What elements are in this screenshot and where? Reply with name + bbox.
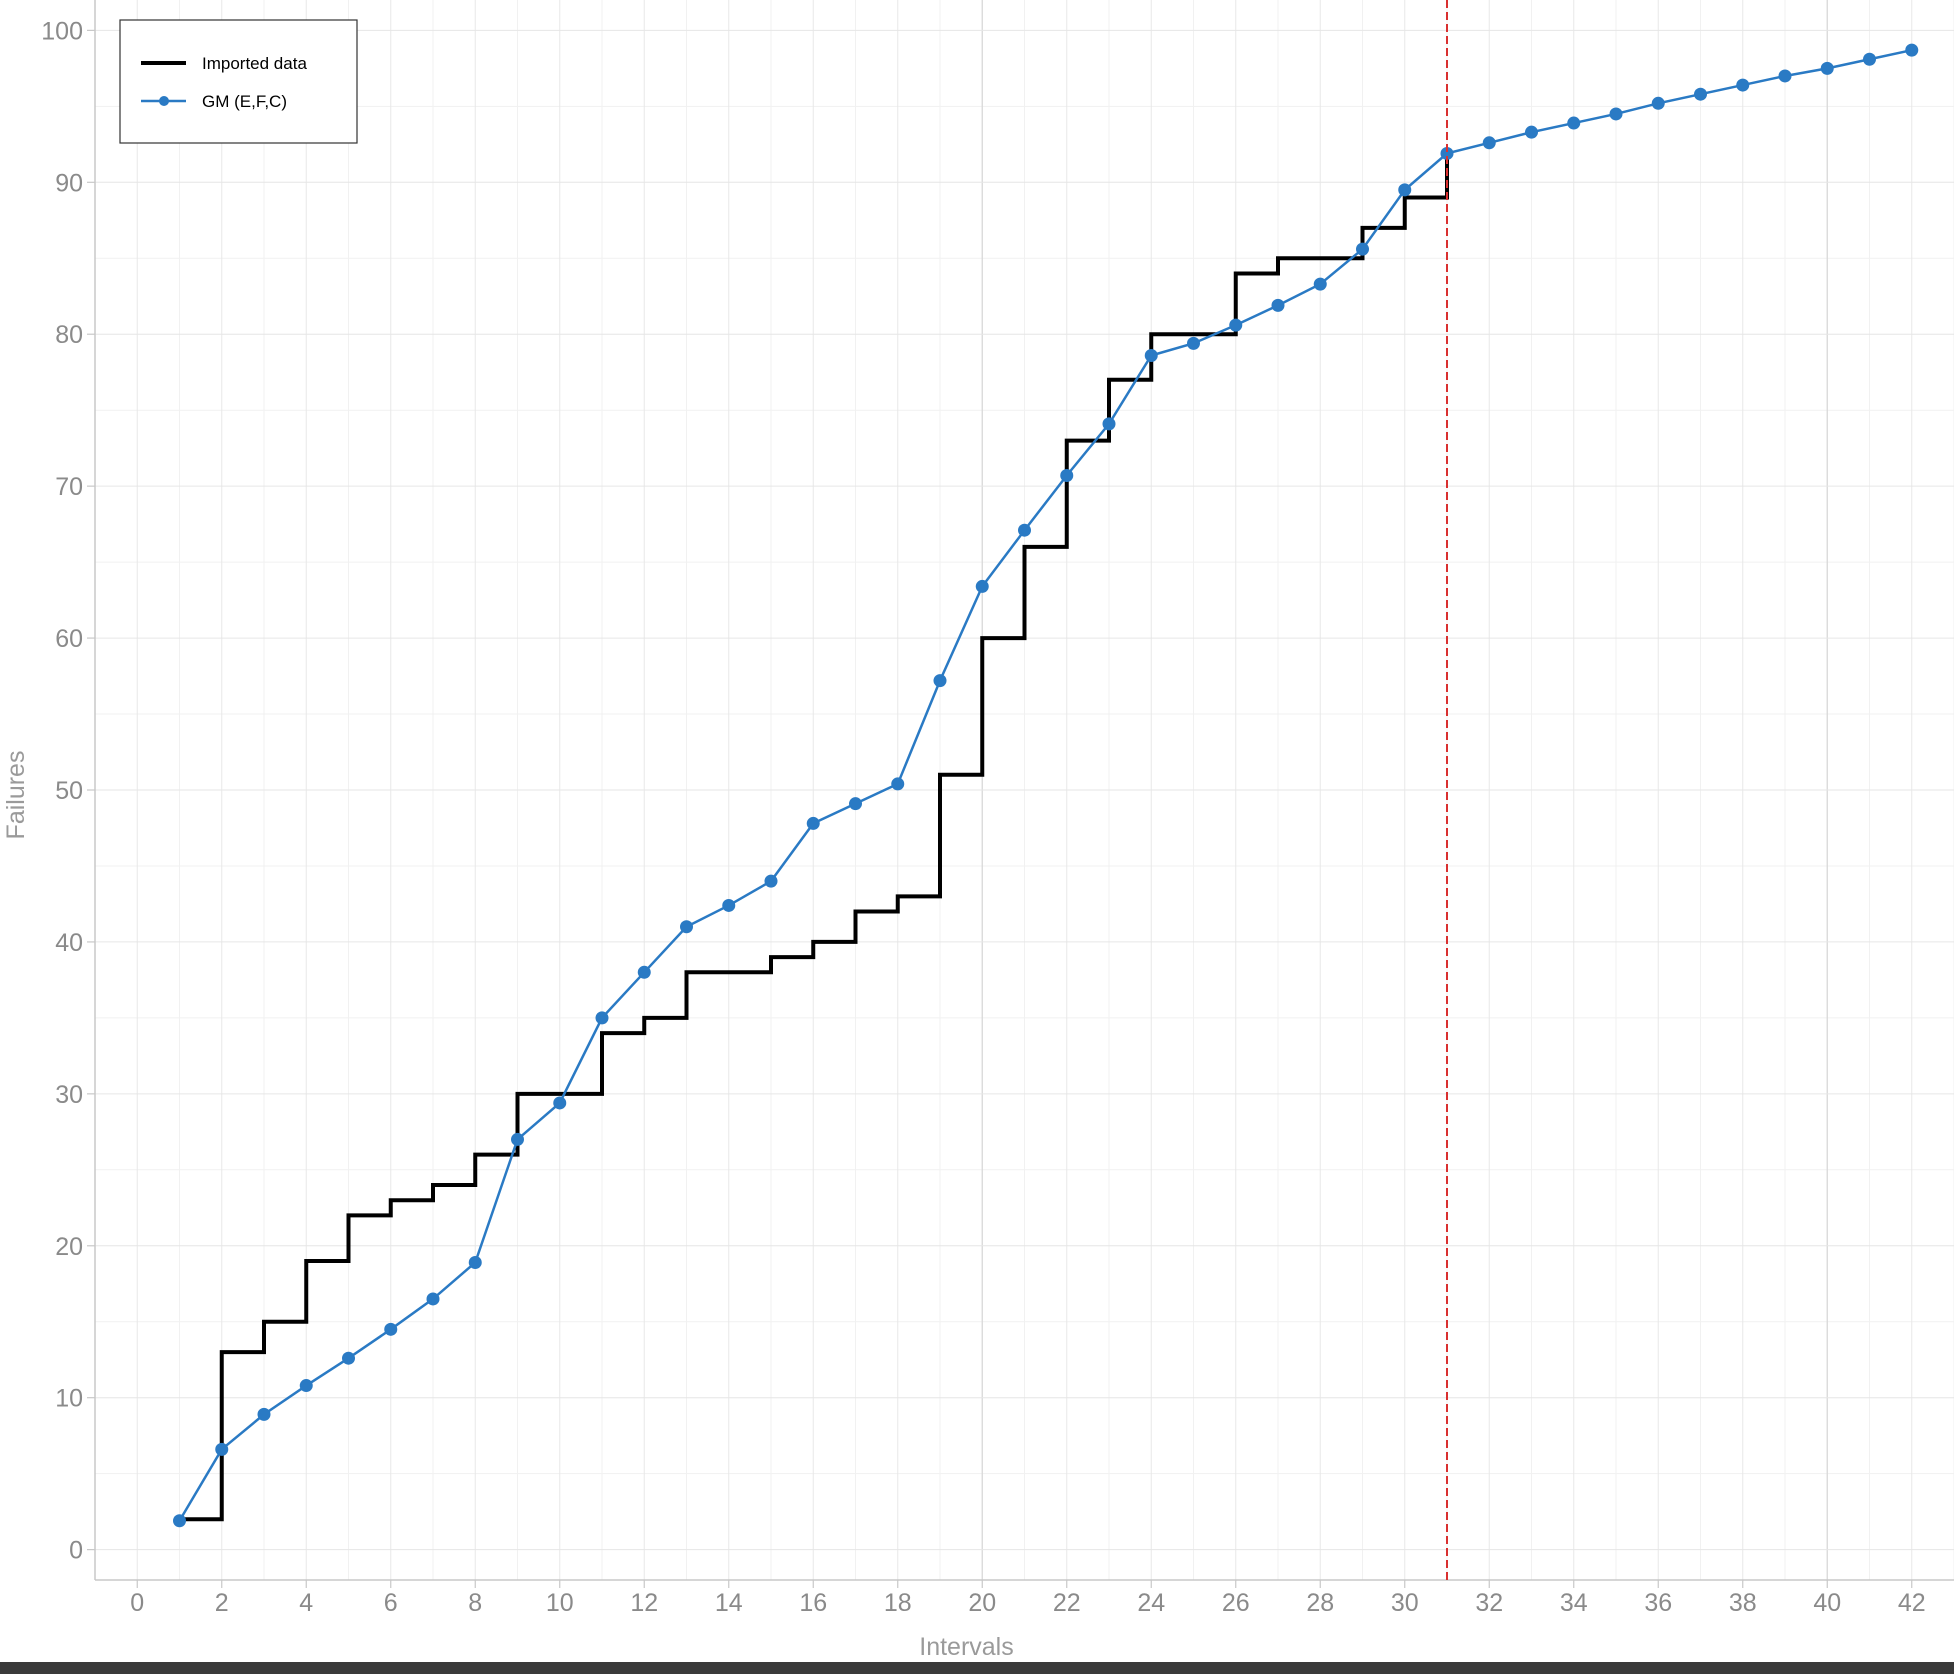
- series-gm-point: [1905, 43, 1919, 57]
- y-tick-label: 20: [55, 1233, 83, 1261]
- x-tick-label: 14: [715, 1589, 743, 1617]
- x-tick-label: 42: [1898, 1589, 1926, 1617]
- legend-box: [119, 19, 358, 144]
- series-gm-point: [1440, 146, 1454, 160]
- y-tick-label: 0: [69, 1537, 83, 1565]
- legend-label-imported-data: Imported data: [202, 54, 307, 73]
- series-gm-point: [1482, 136, 1496, 150]
- tick-labels: 0 2 4 6 8 10 12 14 16 18 20 22 24 26 28 30 32 34 36 38 40 420…: [41, 17, 1925, 1617]
- x-tick-label: 2: [215, 1589, 229, 1617]
- x-tick-label: 36: [1644, 1589, 1672, 1617]
- y-tick-label: 70: [55, 473, 83, 501]
- series-gm-point: [1229, 318, 1243, 332]
- series-gm-point: [1144, 349, 1158, 362]
- series-gm-point: [1398, 183, 1412, 197]
- series-gm-point: [215, 1442, 229, 1456]
- series-gm-point: [975, 579, 989, 593]
- x-tick-label: 26: [1222, 1589, 1250, 1617]
- x-tick-label: 40: [1813, 1589, 1841, 1617]
- x-tick-label: 22: [1053, 1589, 1081, 1617]
- y-tick-label: 50: [55, 777, 83, 805]
- x-tick-label: 10: [546, 1589, 574, 1617]
- series-gm-point: [1060, 469, 1074, 483]
- series: [173, 43, 1919, 1528]
- y-tick-label: 80: [55, 321, 83, 349]
- series-gm-point: [1863, 52, 1876, 66]
- series-gm-point: [1102, 417, 1116, 431]
- series-gm-point: [553, 1096, 567, 1110]
- window-bottom-bar: [0, 1662, 1954, 1674]
- y-tick-label: 10: [55, 1385, 83, 1413]
- series-gm-point: [1820, 61, 1834, 75]
- x-tick-label: 20: [968, 1589, 996, 1617]
- x-tick-label: 0: [130, 1589, 144, 1617]
- series-gm-point: [173, 1514, 186, 1528]
- series-gm-point: [1525, 125, 1538, 139]
- series-imported-data-line: [179, 151, 1449, 1522]
- series-gm-point: [1609, 107, 1623, 121]
- x-tick-label: 34: [1560, 1589, 1588, 1617]
- x-tick-label: 12: [630, 1589, 658, 1617]
- series-gm-point: [257, 1407, 271, 1421]
- legend-marker-gm: [159, 96, 169, 106]
- series-gm-point: [849, 797, 862, 811]
- legend-label-gm: GM (E,F,C): [202, 92, 287, 111]
- y-tick-label: 90: [55, 169, 83, 197]
- series-gm-point: [511, 1132, 524, 1146]
- x-tick-label: 32: [1475, 1589, 1503, 1617]
- series-gm-point: [806, 816, 820, 830]
- x-tick-label: 24: [1137, 1589, 1165, 1617]
- y-tick-label: 60: [55, 625, 83, 653]
- series-gm-point: [637, 965, 651, 979]
- series-gm-point: [1651, 96, 1665, 110]
- grid: [94, 0, 1954, 1580]
- series-gm-point: [468, 1255, 482, 1269]
- series-gm-point: [680, 920, 693, 934]
- y-axis-title: Failures: [2, 751, 30, 840]
- y-tick-label: 100: [41, 17, 83, 45]
- x-tick-label: 4: [299, 1589, 313, 1617]
- series-gm-point: [1778, 69, 1792, 83]
- axes: [87, 0, 1954, 1588]
- series-gm-point: [933, 674, 947, 688]
- series-gm-point: [384, 1322, 398, 1336]
- x-tick-label: 16: [799, 1589, 827, 1617]
- y-tick-label: 30: [55, 1081, 83, 1109]
- series-gm-point: [1567, 116, 1581, 130]
- series-gm-point: [722, 898, 736, 912]
- series-gm-point: [764, 874, 778, 888]
- series-gm-point: [1187, 336, 1200, 350]
- series-gm-point: [426, 1292, 440, 1306]
- series-gm-point: [1313, 277, 1327, 291]
- series-gm-point: [1356, 242, 1369, 256]
- series-gm-line: [178, 48, 1913, 1522]
- x-tick-label: 18: [884, 1589, 912, 1617]
- series-gm-point: [891, 777, 905, 791]
- series-gm-point: [342, 1351, 355, 1365]
- x-tick-label: 28: [1306, 1589, 1334, 1617]
- y-tick-label: 40: [55, 929, 83, 957]
- x-tick-label: 6: [384, 1589, 398, 1617]
- x-tick-label: 8: [468, 1589, 482, 1617]
- x-tick-label: 38: [1729, 1589, 1757, 1617]
- x-axis-title: Intervals: [919, 1633, 1013, 1661]
- series-gm-point: [595, 1011, 609, 1025]
- series-gm-point: [1018, 523, 1031, 537]
- x-tick-label: 30: [1391, 1589, 1419, 1617]
- series-gm-point: [1694, 87, 1707, 101]
- legend: Imported data GM (E,F,C): [119, 19, 358, 144]
- series-gm-point: [299, 1379, 313, 1393]
- series-gm-point: [1271, 298, 1285, 312]
- series-gm-point: [1736, 78, 1750, 92]
